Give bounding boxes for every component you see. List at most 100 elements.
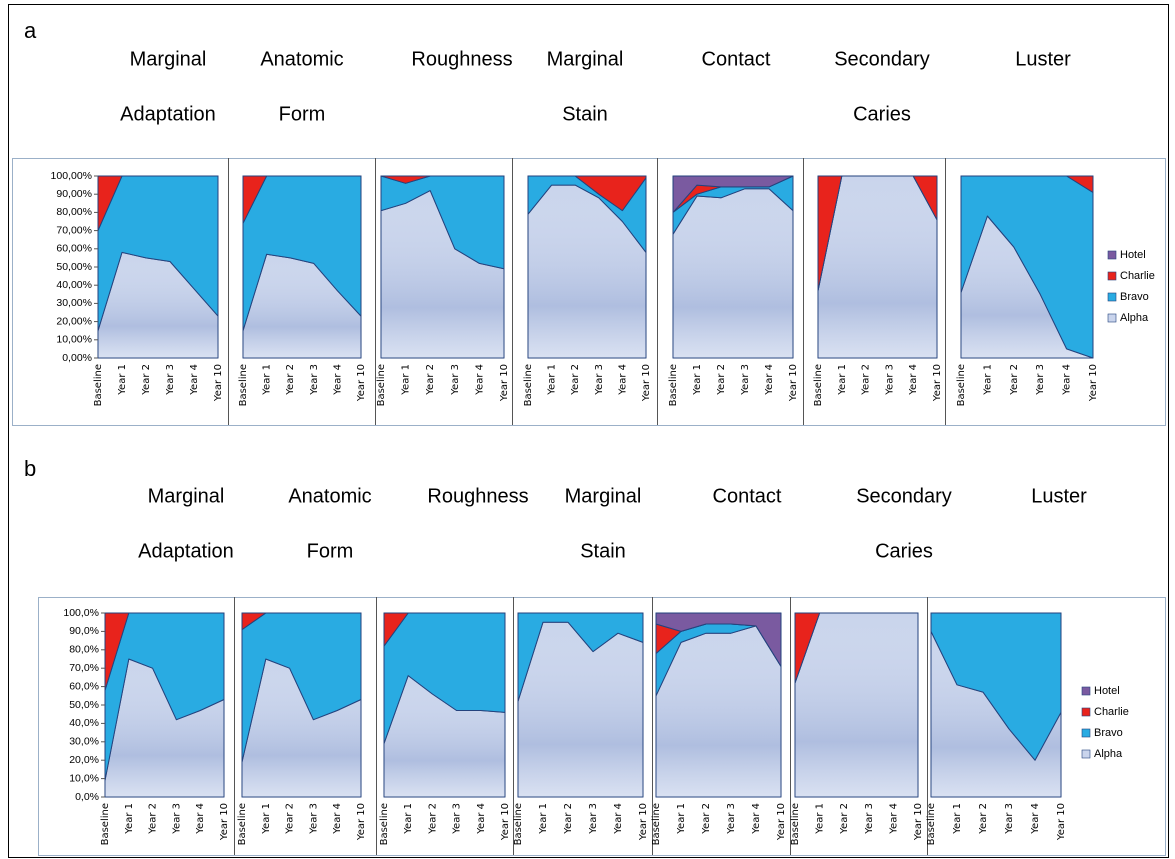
panel-label: a — [24, 18, 37, 43]
chart-title: Caries — [875, 540, 933, 562]
chart-title: Marginal — [130, 48, 207, 70]
x-tick-label: Year 2 — [716, 364, 727, 396]
y-tick-label: 60,00% — [56, 243, 92, 255]
x-tick-label: Year 4 — [751, 803, 762, 835]
legend-label: Alpha — [1120, 312, 1149, 324]
x-tick-label: Baseline — [100, 803, 111, 845]
x-tick-label: Year 1 — [837, 364, 848, 396]
area-shade — [242, 659, 361, 797]
x-tick-label: Year 3 — [1035, 364, 1046, 396]
legend-swatch — [1107, 292, 1117, 302]
x-tick-label: Year 3 — [588, 803, 599, 835]
panel-frame — [12, 158, 1166, 426]
x-tick-label: Year 2 — [285, 364, 296, 396]
x-tick-label: Year 10 — [356, 803, 367, 841]
area-shade — [528, 185, 646, 358]
chart-title: Marginal — [565, 485, 642, 507]
plot-border — [930, 612, 1062, 798]
y-tick-label: 10,00% — [56, 334, 92, 346]
x-tick-label: Baseline — [956, 364, 967, 406]
area-shade — [243, 254, 361, 358]
x-tick-label: Year 3 — [740, 364, 751, 396]
figure-border — [8, 4, 1169, 858]
area-shade — [381, 190, 504, 358]
chart-title: Luster — [1015, 48, 1071, 70]
y-tick-label: 100,0% — [63, 607, 99, 619]
x-tick-label: Year 1 — [403, 803, 414, 835]
x-tick-label: Year 4 — [1062, 364, 1073, 396]
legend-label: Hotel — [1120, 249, 1146, 261]
x-tick-label: Year 3 — [1004, 803, 1015, 835]
chart-title: Marginal — [547, 48, 624, 70]
chart-title: Marginal — [148, 485, 225, 507]
x-tick-label: Year 1 — [124, 803, 135, 835]
legend-swatch — [1081, 728, 1091, 738]
chart-title: Anatomic — [288, 485, 371, 507]
chart-title: Luster — [1031, 485, 1087, 507]
chart-title: Stain — [562, 103, 608, 125]
area-shade — [518, 622, 643, 797]
y-tick-label: 80,0% — [69, 644, 99, 656]
x-tick-label: Year 3 — [726, 803, 737, 835]
x-tick-label: Baseline — [379, 803, 390, 845]
x-tick-label: Year 10 — [1088, 364, 1099, 402]
x-tick-label: Year 1 — [401, 364, 412, 396]
x-tick-label: Year 3 — [594, 364, 605, 396]
panel-frame — [38, 597, 1166, 856]
x-tick-label: Year 4 — [189, 364, 200, 396]
legend-swatch — [1107, 271, 1117, 281]
x-tick-label: Year 3 — [171, 803, 182, 835]
x-tick-label: Year 4 — [764, 364, 775, 396]
plot-border — [960, 175, 1094, 359]
area-shade — [818, 176, 937, 358]
y-tick-label: 60,0% — [69, 680, 99, 692]
chart-title: Contact — [713, 485, 782, 507]
y-tick-label: 0,0% — [75, 791, 99, 803]
x-tick-label: Year 10 — [500, 803, 511, 841]
x-tick-label: Baseline — [523, 364, 534, 406]
legend-swatch — [1081, 707, 1091, 717]
x-tick-label: Year 10 — [219, 803, 230, 841]
plot-border — [672, 175, 794, 359]
legend-label: Bravo — [1094, 727, 1123, 739]
y-tick-label: 90,0% — [69, 625, 99, 637]
x-tick-label: Year 2 — [285, 803, 296, 835]
area-shade — [961, 216, 1093, 358]
plot-border — [383, 612, 506, 798]
legend-swatch — [1081, 686, 1091, 696]
plot-border — [655, 612, 782, 798]
y-tick-label: 70,0% — [69, 662, 99, 674]
y-tick-label: 10,0% — [69, 772, 99, 784]
x-tick-label: Year 4 — [332, 364, 343, 396]
legend-label: Hotel — [1094, 685, 1120, 697]
legend-label: Charlie — [1120, 270, 1155, 282]
x-tick-label: Year 3 — [884, 364, 895, 396]
x-tick-label: Year 3 — [450, 364, 461, 396]
area-shade — [384, 675, 505, 797]
x-tick-label: Year 2 — [861, 364, 872, 396]
x-tick-label: Year 2 — [701, 803, 712, 835]
legend-swatch — [1107, 313, 1117, 323]
legend-swatch — [1081, 749, 1091, 759]
plot-border — [380, 175, 505, 359]
legend-swatch — [1107, 250, 1117, 260]
y-tick-label: 40,0% — [69, 717, 99, 729]
x-tick-label: Year 4 — [908, 364, 919, 396]
x-tick-label: Baseline — [237, 803, 248, 845]
x-tick-label: Year 2 — [148, 803, 159, 835]
area-shade — [105, 659, 224, 797]
x-tick-label: Year 1 — [261, 803, 272, 835]
y-tick-label: 90,00% — [56, 188, 92, 200]
x-tick-label: Baseline — [926, 803, 937, 845]
x-tick-label: Baseline — [668, 364, 679, 406]
y-tick-label: 30,0% — [69, 736, 99, 748]
x-tick-label: Year 2 — [141, 364, 152, 396]
x-tick-label: Year 2 — [427, 803, 438, 835]
x-tick-label: Baseline — [813, 364, 824, 406]
x-tick-label: Year 1 — [676, 803, 687, 835]
chart-title: Form — [279, 103, 326, 125]
chart-title: Secondary — [834, 48, 930, 70]
x-tick-label: Year 2 — [978, 803, 989, 835]
x-tick-label: Year 4 — [1030, 803, 1041, 835]
